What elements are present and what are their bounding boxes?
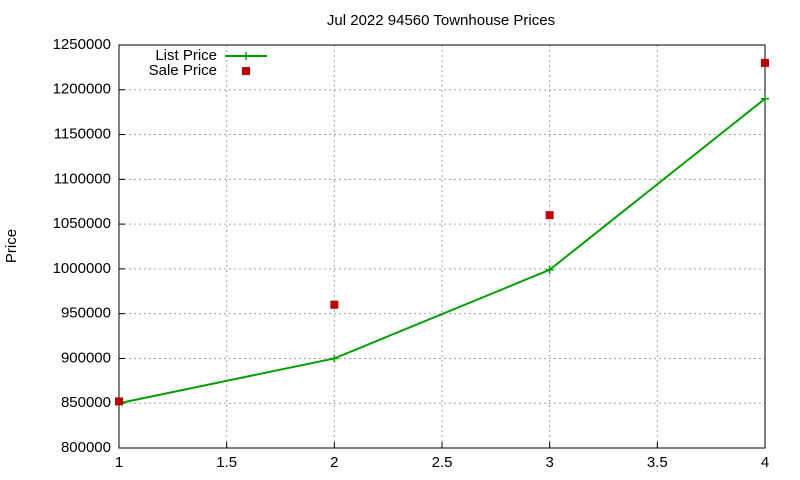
y-tick-label: 1200000 (53, 81, 111, 98)
y-tick-label: 900000 (61, 349, 111, 366)
legend-label: List Price (155, 47, 217, 64)
data-point (545, 211, 554, 220)
data-point (545, 265, 554, 274)
x-tick-label: 2.5 (432, 454, 453, 471)
y-tick-label: 1150000 (54, 126, 111, 143)
data-point (330, 300, 339, 309)
chart-title: Jul 2022 94560 Townhouse Prices (327, 12, 555, 29)
x-tick-label: 2 (330, 454, 338, 471)
x-tick-label: 1.5 (216, 454, 237, 471)
series-line (118, 97, 766, 405)
y-axis-label: Price (3, 229, 20, 263)
data-point (761, 58, 769, 67)
x-tick-label: 3 (545, 454, 553, 471)
x-tick-label: 4 (761, 454, 769, 471)
data-point (115, 397, 123, 406)
y-tick-label: 1250000 (53, 36, 111, 53)
x-tick-label: 3.5 (647, 454, 668, 471)
y-tick-label: 850000 (61, 394, 111, 411)
y-tick-label: 1100000 (54, 170, 111, 187)
legend-marker (242, 67, 250, 75)
data-point (761, 94, 769, 103)
plot-border (118, 44, 766, 449)
legend-marker (242, 52, 250, 60)
x-tick-label: 1 (115, 454, 123, 471)
legend-label: Sale Price (149, 62, 217, 79)
y-tick-label: 950000 (61, 305, 111, 322)
y-tick-label: 1000000 (53, 260, 111, 277)
y-tick-label: 800000 (61, 439, 111, 456)
data-point (330, 354, 339, 363)
y-tick-label: 1050000 (53, 215, 111, 232)
